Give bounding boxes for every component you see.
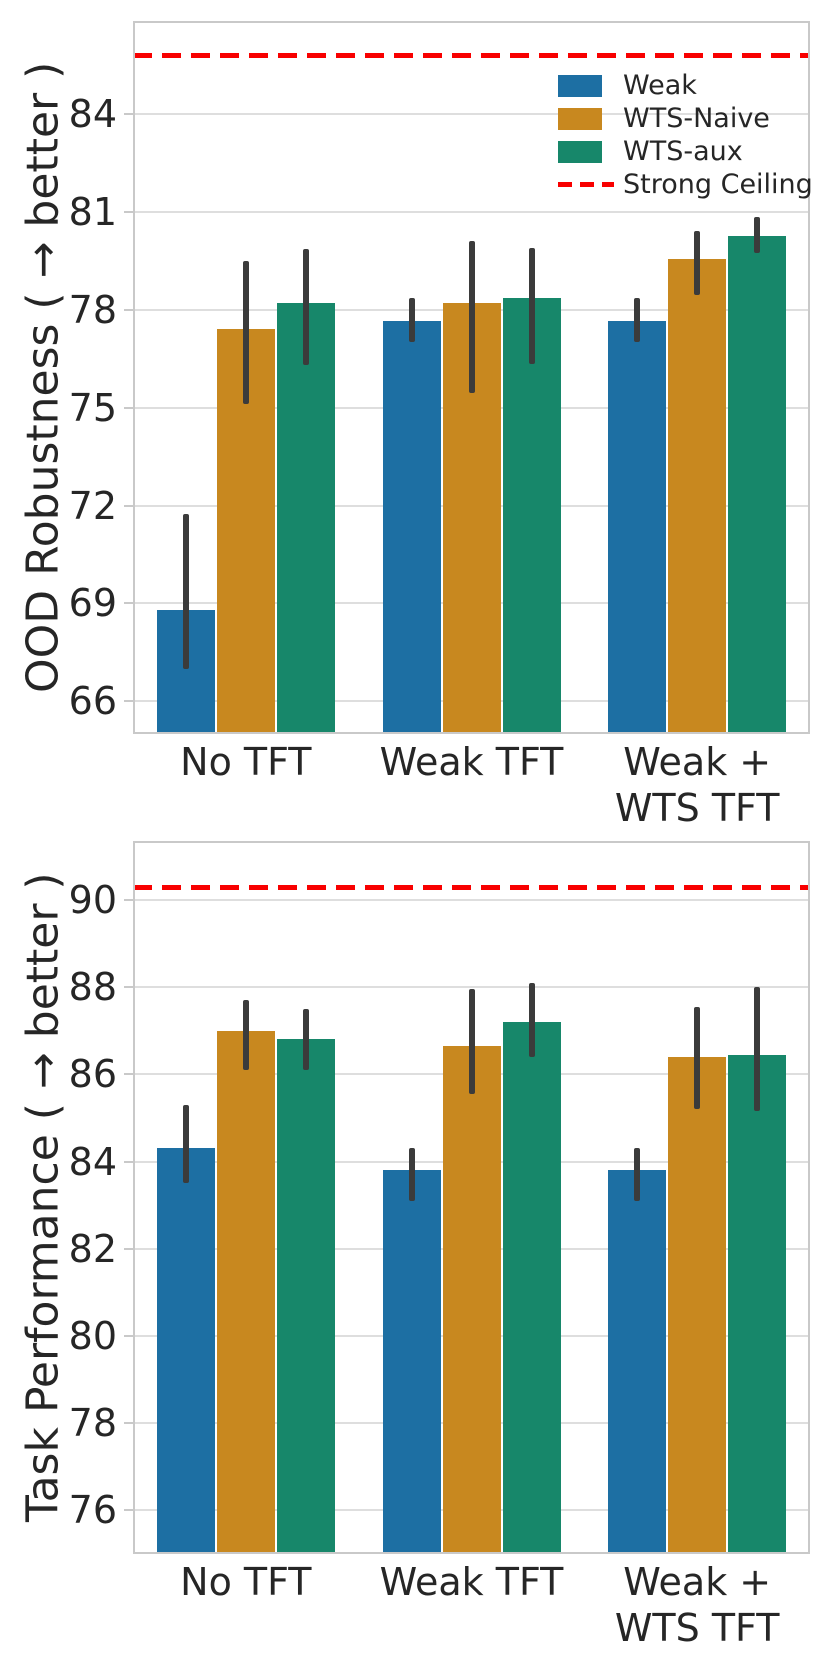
gridline-81 — [133, 210, 810, 213]
legend-label-weak: Weak — [623, 70, 697, 101]
errorbar-weak-weak-tft — [408, 1148, 415, 1201]
bar-weak-weak-tft — [382, 321, 441, 734]
y-tick-mark-66 — [124, 700, 133, 703]
errorbar-wts-naive-weak-tft — [468, 241, 475, 393]
errorbar-wts-aux-no-tft — [302, 249, 309, 366]
errorbar-weak-weak-wts-tft — [634, 1148, 641, 1201]
y-tick-label-82: 82 — [68, 1226, 117, 1271]
y-tick-label-78: 78 — [68, 287, 117, 332]
legend-item-wts-aux: WTS-aux — [558, 135, 813, 168]
errorbar-weak-weak-tft — [408, 298, 415, 343]
wts-naive-swatch-icon — [558, 107, 602, 130]
y-tick-mark-86 — [124, 1073, 133, 1076]
y-tick-mark-82 — [124, 1247, 133, 1250]
y-tick-label-90: 90 — [68, 877, 117, 922]
y-tick-mark-78 — [124, 1422, 133, 1425]
x-category-weak-tft: Weak TFT — [379, 740, 564, 784]
legend-label-wts-naive: WTS-Naive — [623, 103, 770, 134]
strong-ceiling-line — [133, 884, 810, 890]
y-tick-label-66: 66 — [68, 679, 117, 724]
y-tick-label-78: 78 — [68, 1401, 117, 1446]
legend-label-wts-aux: WTS-aux — [623, 136, 743, 167]
gridline-90 — [133, 898, 810, 901]
bar-wts-naive-weak-wts-tft — [668, 259, 727, 734]
y-tick-mark-69 — [124, 602, 133, 605]
errorbar-wts-aux-weak-wts-tft — [754, 987, 761, 1112]
gridline-84 — [133, 113, 810, 115]
y-tick-mark-72 — [124, 504, 133, 507]
legend-item-wts-naive: WTS-Naive — [558, 102, 813, 135]
errorbar-wts-naive-weak-wts-tft — [694, 1006, 701, 1110]
y-tick-label-75: 75 — [68, 385, 117, 430]
errorbar-weak-no-tft — [182, 513, 189, 669]
bar-weak-no-tft — [156, 1148, 215, 1554]
y-tick-mark-76 — [124, 1509, 133, 1512]
x-category-weak-wts-tft: Weak + WTS TFT — [614, 740, 780, 830]
bar-wts-aux-weak-tft — [502, 1021, 561, 1554]
y-tick-label-84: 84 — [68, 1139, 117, 1184]
y-tick-label-80: 80 — [68, 1313, 117, 1358]
bar-wts-naive-weak-wts-tft — [668, 1056, 727, 1554]
y-tick-label-69: 69 — [68, 581, 117, 626]
y-tick-mark-84 — [124, 113, 133, 115]
y-tick-label-76: 76 — [68, 1488, 117, 1533]
y-tick-mark-81 — [124, 210, 133, 213]
legend: Weak WTS-Naive WTS-aux Strong Ceiling — [558, 69, 813, 201]
y-tick-mark-80 — [124, 1334, 133, 1337]
errorbar-weak-no-tft — [182, 1104, 189, 1184]
bar-wts-aux-weak-tft — [502, 298, 561, 734]
x-category-weak-wts-tft: Weak + WTS TFT — [614, 1560, 780, 1650]
errorbar-wts-naive-no-tft — [242, 260, 249, 405]
errorbar-wts-naive-weak-wts-tft — [694, 231, 701, 296]
y-tick-label-88: 88 — [68, 965, 117, 1010]
strong-ceiling-line — [133, 53, 810, 59]
bar-weak-weak-wts-tft — [608, 1170, 667, 1554]
y-tick-label-84: 84 — [68, 92, 117, 136]
strong-ceiling-dash-icon — [558, 182, 614, 187]
y-tick-mark-78 — [124, 308, 133, 311]
wts-aux-swatch-icon — [558, 140, 602, 163]
y-tick-mark-90 — [124, 898, 133, 901]
y-tick-label-72: 72 — [68, 483, 117, 528]
bar-wts-naive-weak-tft — [442, 1045, 501, 1554]
bar-wts-aux-no-tft — [276, 303, 335, 734]
errorbar-wts-aux-weak-wts-tft — [754, 216, 761, 253]
y-tick-mark-75 — [124, 406, 133, 409]
bar-wts-aux-weak-wts-tft — [728, 236, 787, 734]
y-tick-label-81: 81 — [68, 189, 117, 234]
x-category-no-tft: No TFT — [180, 740, 312, 784]
bar-weak-weak-wts-tft — [608, 321, 667, 734]
bar-wts-naive-no-tft — [216, 1030, 275, 1554]
gridline-88 — [133, 986, 810, 989]
y-tick-label-86: 86 — [68, 1052, 117, 1097]
task-plot-area: 76 78 80 82 84 86 88 90 No TFT Weak TFT Weak + WTS… — [69, 841, 810, 1650]
bar-wts-aux-weak-wts-tft — [728, 1054, 787, 1554]
errorbar-wts-aux-weak-tft — [528, 247, 535, 364]
bar-weak-weak-tft — [382, 1170, 441, 1554]
weak-swatch-icon — [558, 74, 602, 97]
errorbar-wts-naive-no-tft — [242, 1000, 249, 1070]
legend-item-strong-ceiling: Strong Ceiling — [558, 168, 813, 201]
errorbar-wts-naive-weak-tft — [468, 989, 475, 1094]
y-tick-mark-84 — [124, 1160, 133, 1163]
errorbar-weak-weak-wts-tft — [634, 298, 641, 343]
legend-label-strong-ceiling: Strong Ceiling — [623, 169, 813, 200]
ood-plot-area: 66 69 72 75 78 81 84 No TFT Weak TFT Weak + WTS T… — [69, 21, 813, 830]
legend-item-weak: Weak — [558, 69, 813, 102]
errorbar-wts-aux-weak-tft — [528, 982, 535, 1057]
bar-wts-aux-no-tft — [276, 1039, 335, 1554]
x-category-no-tft: No TFT — [180, 1560, 312, 1604]
y-tick-mark-88 — [124, 986, 133, 989]
x-category-weak-tft: Weak TFT — [379, 1560, 564, 1604]
errorbar-wts-aux-no-tft — [302, 1008, 309, 1070]
